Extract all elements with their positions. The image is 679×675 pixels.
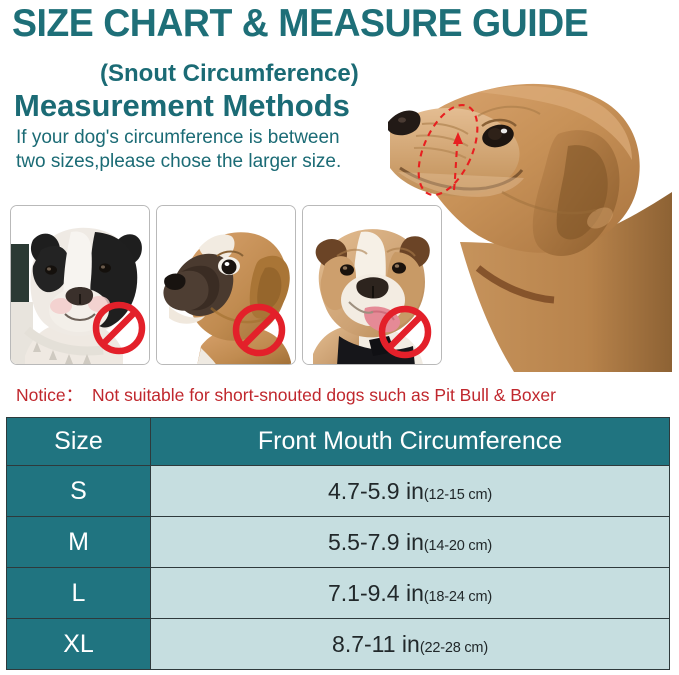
cell-size-m: M [6,516,151,568]
prohibition-sign [378,305,432,359]
dog-head-profile-with-snout-measure-loop [382,42,672,372]
value-inches-m: 5.5-7.9 in [327,528,424,555]
table-row: XL 8.7-11 in(22-28 cm) [6,618,670,670]
notice-label: Notice： [16,385,84,405]
value-inches-l: 7.1-9.4 in [327,579,424,606]
cell-circumference-s: 4.7-5.9 in(12-15 cm) [150,465,670,517]
value-cm-m: (14-20 cm) [423,537,492,554]
prohibition-sign [232,303,286,357]
snout-measure-loop [417,104,479,196]
snout-circumference-subtitle: (Snout Circumference) [100,60,359,87]
cell-circumference-l: 7.1-9.4 in(18-24 cm) [150,567,670,619]
table-row: L 7.1-9.4 in(18-24 cm) [6,567,670,619]
table-row: M 5.5-7.9 in(14-20 cm) [6,516,670,568]
measurement-note: If your dog's circumference is between t… [16,126,386,174]
cell-size-xl: XL [6,618,151,670]
value-cm-xl: (22-28 cm) [419,639,488,656]
measurement-methods-heading: Measurement Methods [14,88,350,123]
value-inches-xl: 8.7-11 in [332,630,420,657]
cell-circumference-xl: 8.7-11 in(22-28 cm) [150,618,670,670]
value-inches-s: 4.7-5.9 in [327,477,424,504]
table-row: S 4.7-5.9 in(12-15 cm) [6,465,670,517]
measurement-note-line-2: two sizes,please chose the larger size. [16,151,342,172]
thumbnail-boxer [156,205,296,365]
value-cm-l: (18-24 cm) [423,588,492,605]
size-chart-table: Size Front Mouth Circumference S 4.7-5.9… [6,417,670,670]
thumbnail-english-bulldog [302,205,442,365]
cell-circumference-m: 5.5-7.9 in(14-20 cm) [150,516,670,568]
page-title: SIZE CHART & MEASURE GUIDE [12,2,589,45]
prohibition-sign [92,301,146,355]
notice-text: Not suitable for short-snouted dogs such… [91,385,556,405]
value-cm-s: (12-15 cm) [423,486,492,503]
column-header-circumference: Front Mouth Circumference [150,417,670,466]
unsuitable-breed-photos [10,205,442,365]
column-header-size: Size [6,417,151,466]
thumbnail-pit-bull [10,205,150,365]
cell-size-s: S [6,465,151,517]
table-header-row: Size Front Mouth Circumference [6,417,670,466]
notice-line: Notice： Not suitable for short-snouted d… [16,382,556,407]
cell-size-l: L [6,567,151,619]
measurement-note-line-1: If your dog's circumference is between [16,127,340,148]
